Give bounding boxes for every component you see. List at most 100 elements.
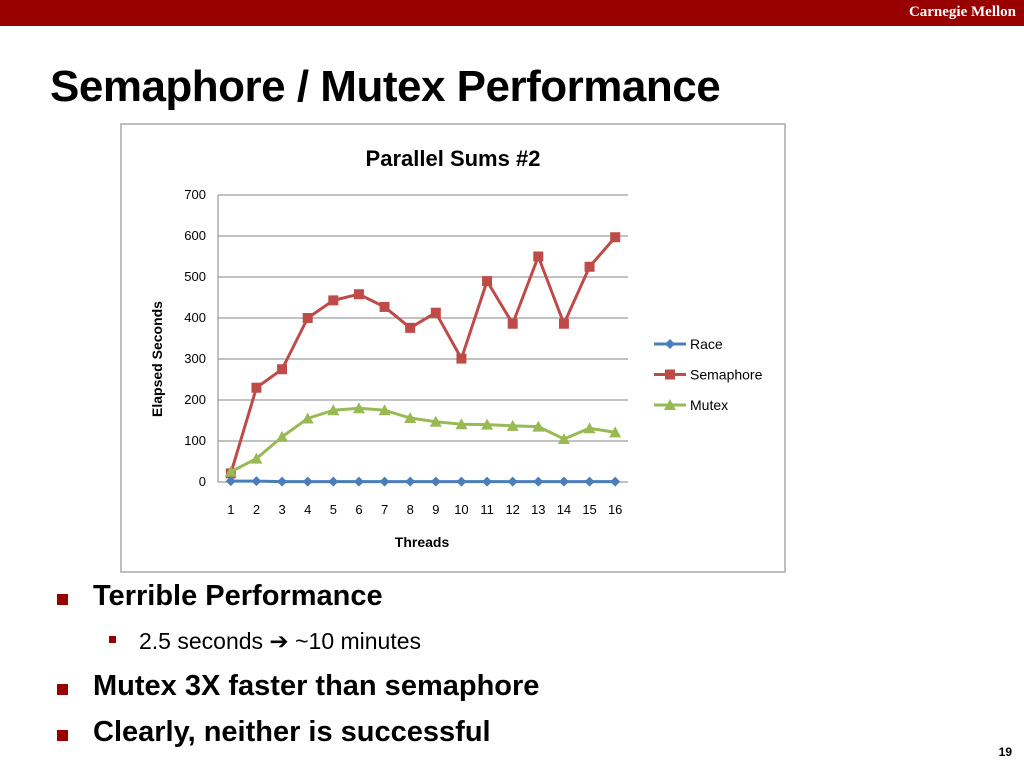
data-point bbox=[558, 318, 569, 329]
data-point bbox=[665, 339, 675, 349]
y-tick-label: 500 bbox=[184, 269, 206, 284]
bullet-text: Mutex 3X faster than semaphore bbox=[93, 670, 540, 702]
data-point bbox=[533, 476, 544, 487]
y-tick-label: 200 bbox=[184, 392, 206, 407]
x-axis-label: Threads bbox=[395, 534, 450, 550]
data-point bbox=[353, 476, 364, 487]
bullet-item: Terrible Performance bbox=[52, 580, 952, 626]
bullet-square-icon bbox=[57, 684, 68, 695]
data-point bbox=[379, 476, 390, 487]
sub-bullet-right: ~10 minutes bbox=[295, 628, 422, 654]
x-tick-label: 3 bbox=[278, 502, 285, 517]
data-point bbox=[277, 476, 288, 487]
legend-label: Race bbox=[690, 336, 723, 352]
data-point bbox=[456, 353, 467, 364]
data-point bbox=[404, 412, 417, 424]
x-tick-label: 14 bbox=[557, 502, 571, 517]
sub-bullet-square-icon bbox=[109, 636, 116, 643]
data-point bbox=[482, 276, 493, 287]
data-point bbox=[429, 415, 442, 427]
data-point bbox=[430, 476, 441, 487]
x-tick-label: 16 bbox=[608, 502, 622, 517]
data-point bbox=[378, 404, 391, 416]
bullet-list: Terrible Performance 2.5 seconds ➔ ~10 m… bbox=[52, 580, 952, 762]
y-tick-label: 300 bbox=[184, 351, 206, 366]
x-tick-label: 5 bbox=[330, 502, 337, 517]
x-tick-label: 15 bbox=[582, 502, 596, 517]
data-point bbox=[251, 382, 262, 393]
bullet-square-icon bbox=[57, 730, 68, 741]
x-tick-label: 2 bbox=[253, 502, 260, 517]
bullet-item: Clearly, neither is successful bbox=[52, 716, 952, 762]
data-point bbox=[276, 430, 289, 442]
data-point bbox=[664, 399, 676, 410]
data-point bbox=[224, 465, 237, 477]
data-point bbox=[302, 476, 313, 487]
data-point bbox=[251, 476, 262, 487]
data-point bbox=[352, 402, 365, 414]
data-point bbox=[610, 232, 621, 243]
data-point bbox=[558, 476, 569, 487]
legend-entry: Race bbox=[654, 336, 723, 352]
slide-title: Semaphore / Mutex Performance bbox=[50, 62, 721, 111]
page-number: 19 bbox=[998, 745, 1012, 759]
legend-entry: Semaphore bbox=[654, 367, 763, 383]
sub-bullet-left: 2.5 seconds bbox=[139, 628, 264, 654]
data-point bbox=[328, 476, 339, 487]
legend-label: Mutex bbox=[690, 397, 728, 413]
x-tick-label: 7 bbox=[381, 502, 388, 517]
bullet-text: Clearly, neither is successful bbox=[93, 716, 491, 748]
bullet-item: Mutex 3X faster than semaphore bbox=[52, 670, 952, 716]
series-mutex bbox=[224, 402, 622, 477]
data-point bbox=[277, 364, 288, 375]
right-arrow-icon: ➔ bbox=[269, 628, 289, 654]
data-point bbox=[328, 295, 339, 306]
y-tick-label: 400 bbox=[184, 310, 206, 325]
data-point bbox=[507, 318, 518, 329]
y-axis-label: Elapsed Seconds bbox=[149, 301, 165, 417]
data-point bbox=[379, 301, 390, 312]
x-tick-label: 13 bbox=[531, 502, 545, 517]
x-tick-label: 11 bbox=[480, 502, 494, 517]
bullet-square-icon bbox=[57, 594, 68, 605]
data-point bbox=[532, 420, 545, 432]
header-bar: Carnegie Mellon bbox=[0, 0, 1024, 26]
x-tick-label: 1 bbox=[227, 502, 234, 517]
y-tick-label: 100 bbox=[184, 433, 206, 448]
series-line bbox=[229, 236, 617, 474]
y-tick-label: 600 bbox=[184, 228, 206, 243]
legend-label: Semaphore bbox=[690, 367, 763, 383]
data-point bbox=[405, 322, 416, 333]
data-point bbox=[610, 476, 621, 487]
y-tick-label: 700 bbox=[184, 187, 206, 202]
data-point bbox=[583, 422, 596, 434]
bullet-text: Terrible Performance bbox=[93, 580, 383, 612]
sub-bullet-item: 2.5 seconds ➔ ~10 minutes bbox=[52, 626, 952, 670]
y-tick-label: 0 bbox=[199, 474, 206, 489]
data-point bbox=[302, 313, 313, 323]
data-point bbox=[250, 452, 263, 464]
data-point bbox=[533, 251, 544, 262]
chart-title: Parallel Sums #2 bbox=[366, 146, 541, 171]
data-point bbox=[327, 404, 340, 416]
data-point bbox=[507, 476, 518, 487]
chart-series bbox=[224, 232, 622, 487]
data-point bbox=[301, 412, 314, 424]
legend-entry: Mutex bbox=[654, 397, 728, 413]
data-point bbox=[225, 476, 236, 487]
x-tick-label: 9 bbox=[432, 502, 439, 517]
data-point bbox=[557, 432, 570, 444]
data-point bbox=[506, 419, 519, 431]
data-point bbox=[455, 418, 468, 430]
data-point bbox=[353, 289, 364, 300]
x-tick-label: 12 bbox=[505, 502, 519, 517]
series-semaphore bbox=[225, 232, 621, 479]
x-tick-label: 10 bbox=[454, 502, 468, 517]
x-tick-label: 8 bbox=[407, 502, 414, 517]
chart-legend: Race Semaphore Mutex bbox=[654, 336, 763, 413]
series-race bbox=[225, 476, 621, 487]
brand-label: Carnegie Mellon bbox=[908, 4, 1016, 20]
data-point bbox=[665, 369, 675, 380]
sub-bullet-text: 2.5 seconds ➔ ~10 minutes bbox=[139, 628, 421, 655]
